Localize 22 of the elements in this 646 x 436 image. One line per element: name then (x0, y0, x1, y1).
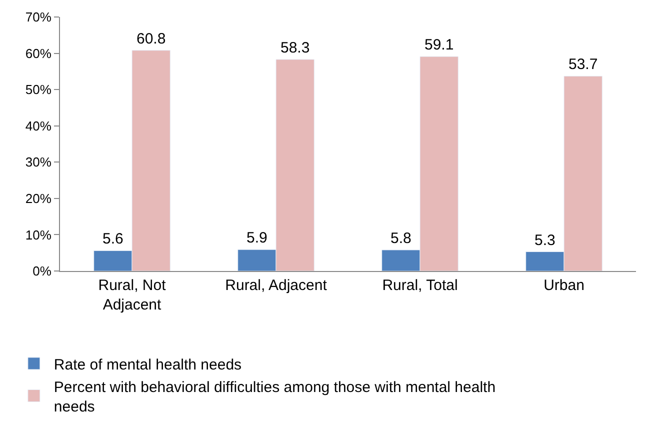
y-tick-label: 10% (25, 227, 52, 242)
data-label: 60.8 (136, 30, 166, 48)
y-tick-label: 40% (25, 118, 52, 134)
data-label: 5.8 (390, 230, 412, 247)
x-tick-label: Rural, Adjacent (225, 277, 328, 294)
y-tick-label: 30% (25, 154, 52, 170)
data-label: 5.3 (534, 232, 556, 249)
data-label: 59.1 (424, 36, 454, 54)
legend-label: Rate of mental health needs (54, 356, 242, 374)
x-tick-label: Rural, Total (382, 277, 458, 294)
x-tick-label: Urban (544, 277, 584, 294)
y-tick-label: 0% (32, 264, 52, 279)
data-label: 53.7 (568, 56, 598, 74)
y-tick-label: 20% (25, 190, 52, 206)
x-tick-label: Rural, Not Adjacent (98, 277, 167, 314)
legend-label: Percent with behavioral difficulties among those with mental health needs (54, 378, 496, 416)
data-label: 58.3 (280, 39, 310, 56)
y-tick-label: 50% (25, 82, 52, 98)
y-tick-label: 70% (25, 10, 52, 25)
data-label: 5.6 (102, 230, 124, 248)
data-label: 5.9 (246, 230, 268, 247)
y-tick-label: 60% (25, 46, 52, 61)
